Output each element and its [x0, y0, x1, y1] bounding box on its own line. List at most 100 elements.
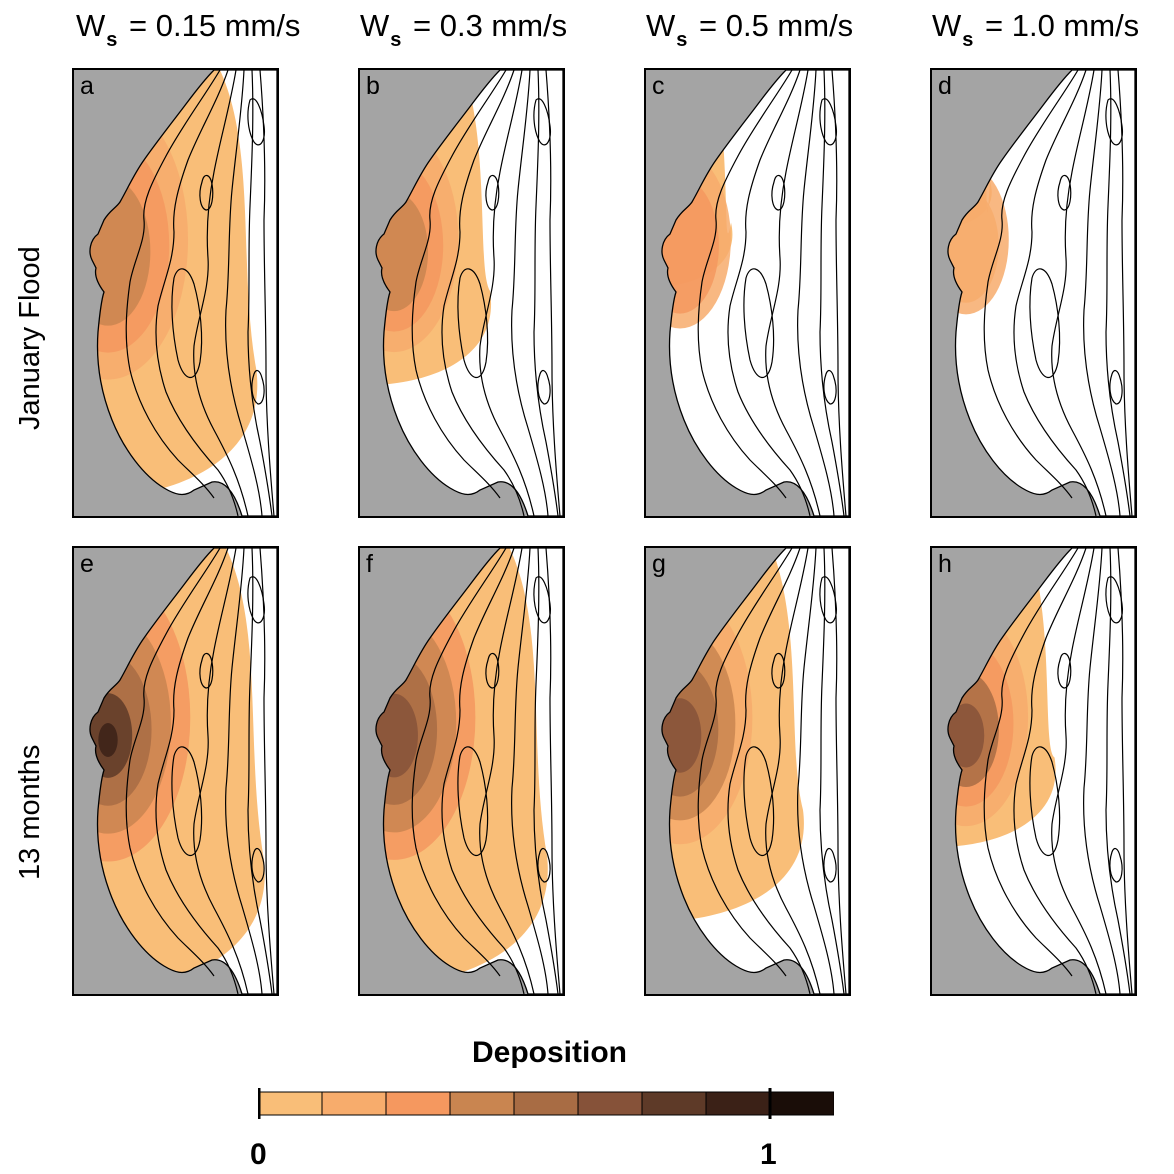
ws-symbol: W — [360, 8, 390, 43]
colorbar — [258, 1088, 834, 1119]
bathymetry-contour — [1105, 98, 1123, 146]
bathymetry-contour — [765, 548, 821, 994]
bathymetry-contour — [259, 548, 275, 994]
bathymetry-contour — [727, 70, 811, 516]
bathymetry-contour — [831, 70, 847, 516]
bathymetry-contour — [171, 746, 203, 857]
panel-label: f — [366, 550, 373, 578]
bathymetry-contour — [479, 70, 535, 516]
map-panel-h: h — [930, 546, 1137, 996]
deposit-band — [662, 177, 719, 314]
bathymetry-contour — [125, 70, 221, 499]
colorbar-segment — [321, 1091, 387, 1116]
coastline — [661, 548, 849, 994]
bathymetry-contour — [1029, 268, 1061, 379]
bathymetry-contour — [537, 847, 551, 883]
coastline — [89, 70, 277, 516]
column-title-3: Ws = 0.5 mm/s — [646, 8, 853, 60]
bathymetry-contour — [1013, 548, 1097, 994]
bathymetry-contour — [479, 548, 535, 994]
column-title-1: Ws = 0.15 mm/s — [76, 8, 300, 60]
panel-label: a — [80, 72, 94, 100]
bathymetry-contour — [247, 70, 273, 516]
bathymetry-contour — [1083, 548, 1121, 994]
ws-subscript: s — [676, 29, 688, 51]
legend-title: Deposition — [472, 1036, 627, 1069]
panel-label: h — [938, 550, 952, 578]
bathymetry-contour — [765, 70, 821, 516]
bathymetry-contour — [727, 548, 811, 994]
map-panel-g: g — [644, 546, 851, 996]
map-svg — [74, 70, 277, 516]
ws-symbol: W — [932, 8, 962, 43]
panel-label: g — [652, 550, 666, 578]
ws-value: = 0.15 mm/s — [120, 8, 301, 43]
bathymetry-contour — [511, 548, 549, 994]
map-svg — [646, 70, 849, 516]
bathymetry-contour — [457, 268, 489, 379]
bathymetry-contour — [1051, 70, 1107, 516]
bathymetry-contour — [225, 70, 263, 516]
bathymetry-contour — [441, 70, 525, 516]
bathymetry-contour — [247, 548, 273, 994]
bathymetry-contour — [545, 548, 561, 994]
map-svg — [74, 548, 277, 994]
bathymetry-contour — [155, 548, 239, 994]
bathymetry-contour — [247, 98, 265, 146]
ws-subscript: s — [390, 29, 402, 51]
map-svg — [646, 548, 849, 994]
coastline — [375, 70, 563, 516]
bathymetry-contour — [511, 70, 549, 516]
bathymetry-contour — [823, 369, 837, 405]
bathymetry-contour — [1117, 548, 1133, 994]
bathymetry-contour — [1057, 652, 1072, 689]
map-svg — [932, 70, 1135, 516]
bathymetry-contour — [225, 548, 263, 994]
colorbar-segment — [258, 1091, 323, 1116]
ws-symbol: W — [646, 8, 676, 43]
bathymetry-contour — [251, 369, 265, 405]
bathymetry-contour — [743, 268, 775, 379]
colorbar-segment — [769, 1091, 834, 1116]
bathymetry-contour — [819, 98, 837, 146]
bathymetry-contour — [155, 70, 239, 516]
bathymetry-contour — [823, 847, 837, 883]
colorbar-segment — [385, 1091, 451, 1116]
bathymetry-contour — [441, 548, 525, 994]
map-svg — [360, 548, 563, 994]
coastline — [375, 548, 563, 994]
bathymetry-contour — [771, 652, 786, 689]
bathymetry-contour — [1117, 70, 1133, 516]
bathymetry-contour — [1105, 576, 1123, 624]
bathymetry-contour — [819, 70, 845, 516]
coastline — [661, 70, 849, 516]
bathymetry-contour — [697, 548, 793, 977]
bathymetry-contour — [1105, 70, 1131, 516]
map-panel-b: b — [358, 68, 565, 518]
bathymetry-contour — [1105, 548, 1131, 994]
bathymetry-contour — [545, 70, 561, 516]
bathymetry-contour — [411, 70, 507, 499]
ws-subscript: s — [106, 29, 118, 51]
bathymetry-contour — [199, 652, 214, 689]
ws-symbol: W — [76, 8, 106, 43]
bathymetry-contour — [533, 548, 559, 994]
deposit-band — [662, 698, 702, 773]
bathymetry-contour — [1013, 70, 1097, 516]
coastline — [947, 548, 1135, 994]
bathymetry-contour — [1029, 746, 1061, 857]
map-panel-f: f — [358, 546, 565, 996]
deposit-band — [98, 723, 118, 757]
bathymetry-contour — [533, 576, 551, 624]
ws-value: = 0.5 mm/s — [690, 8, 854, 43]
bathymetry-contour — [819, 576, 837, 624]
colorbar-segment — [577, 1091, 643, 1116]
column-title-2: Ws = 0.3 mm/s — [360, 8, 567, 60]
panel-label: e — [80, 550, 94, 578]
water-area — [948, 70, 1135, 516]
panel-label: c — [652, 72, 665, 100]
colorbar-segment — [513, 1091, 579, 1116]
map-svg — [932, 548, 1135, 994]
bathymetry-contour — [1051, 548, 1107, 994]
bathymetry-contour — [831, 548, 847, 994]
